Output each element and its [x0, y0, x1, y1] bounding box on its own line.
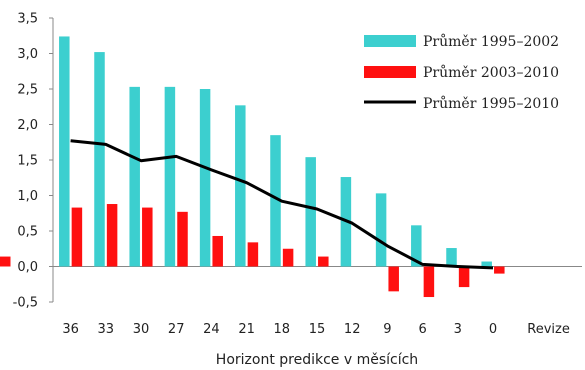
legend: Průměr 1995–2002 Průměr 2003–2010 Průměr…	[364, 33, 559, 112]
x-tick-label: 3	[454, 322, 462, 337]
x-tick-label: 33	[98, 322, 115, 337]
legend-swatch-1995-2002	[364, 35, 416, 47]
x-ticks: 36 33 30 27 24 21 18 15 12 9 6 3 0 Revize	[62, 322, 570, 337]
legend-label-1995-2010: Průměr 1995–2010	[423, 95, 559, 112]
bar-2003-2010	[106, 204, 118, 267]
x-tick-label: 12	[344, 322, 361, 337]
bar-2003-2010	[282, 248, 294, 267]
y-tick-label: 3,5	[17, 12, 38, 27]
x-tick-label: 27	[168, 322, 185, 337]
y-tick-label: 3,0	[17, 47, 38, 62]
x-tick-label: 0	[489, 322, 497, 337]
bar-2003-2010	[142, 207, 153, 267]
bar-1995-2002	[481, 261, 492, 267]
y-ticks: -0,5 0,0 0,5 1,0 1,5 2,0 2,5 3,0 3,5	[13, 12, 53, 311]
y-tick-label: 0,0	[17, 260, 38, 275]
y-tick-label: 1,5	[17, 154, 38, 169]
y-tick-label: 2,0	[17, 118, 38, 133]
bar-2003-2010	[212, 235, 223, 267]
x-tick-label: 9	[383, 322, 391, 337]
bar-2003-2010	[318, 256, 329, 267]
bar-1995-2002	[94, 52, 105, 267]
bar-2003-2010	[458, 266, 470, 288]
x-tick-label: 21	[238, 322, 255, 337]
x-tick-label: 30	[133, 322, 150, 337]
y-tick-label: 2,5	[17, 83, 38, 98]
x-tick-label: Revize	[527, 322, 570, 337]
x-tick-label: 18	[274, 322, 291, 337]
x-tick-label: 24	[203, 322, 220, 337]
series-2003-2010-bars	[0, 204, 505, 298]
bar-2003-2010	[388, 266, 399, 292]
bar-1995-2002	[235, 105, 246, 267]
bar-1995-2002	[129, 86, 140, 267]
y-tick-label: 0,5	[17, 225, 38, 240]
x-tick-label: 15	[309, 322, 326, 337]
bar-1995-2002	[375, 193, 387, 267]
legend-label-2003-2010: Průměr 2003–2010	[423, 64, 559, 81]
y-tick-label: 1,0	[17, 189, 38, 204]
bar-2003-2010	[177, 211, 188, 267]
bar-1995-2002	[59, 36, 70, 267]
x-tick-label: 6	[418, 322, 426, 337]
bar-2003-2010	[423, 266, 435, 298]
bar-2003-2010	[71, 207, 83, 267]
bar-1995-2002	[446, 248, 457, 267]
bar-2003-2010	[0, 256, 11, 267]
bar-2003-2010	[247, 242, 259, 267]
bar-1995-2002	[164, 86, 176, 267]
series-1995-2010-line	[70, 139, 494, 270]
x-tick-label: 36	[62, 322, 79, 337]
y-tick-label: -0,5	[13, 296, 38, 311]
bar-1995-2002	[270, 135, 281, 267]
legend-label-1995-2002: Průměr 1995–2002	[423, 33, 559, 50]
bar-1995-2002	[199, 89, 211, 267]
bar-1995-2002	[411, 225, 422, 267]
bar-2003-2010	[494, 266, 505, 274]
bar-1995-2002	[305, 157, 316, 267]
x-axis-title: Horizont predikce v měsících	[216, 352, 418, 368]
legend-swatch-2003-2010	[364, 66, 416, 78]
